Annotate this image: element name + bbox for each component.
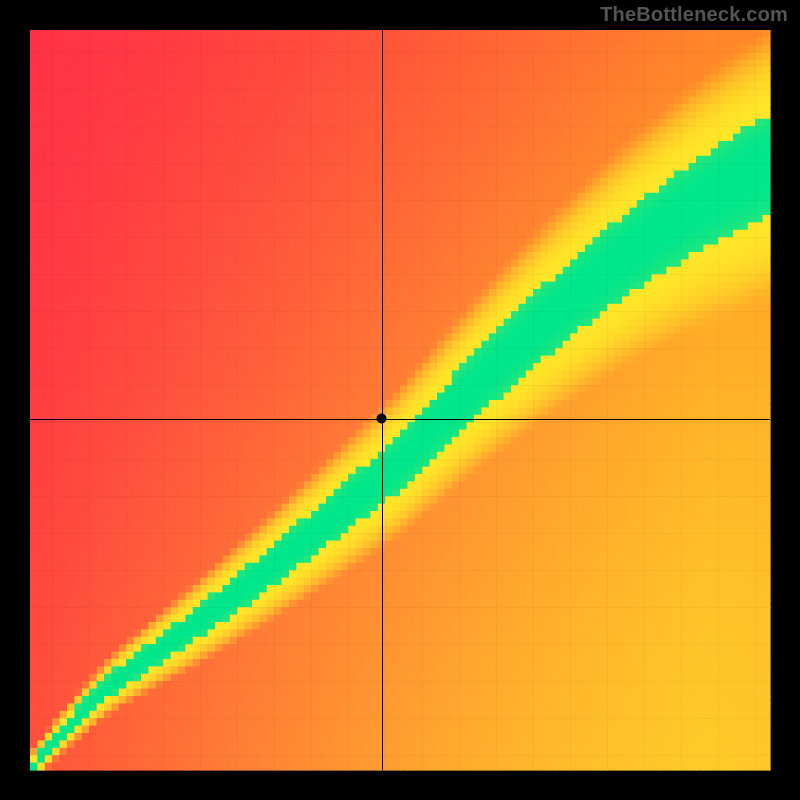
chart-container: TheBottleneck.com [0,0,800,800]
watermark-text: TheBottleneck.com [600,4,788,27]
bottleneck-heatmap [0,0,800,800]
